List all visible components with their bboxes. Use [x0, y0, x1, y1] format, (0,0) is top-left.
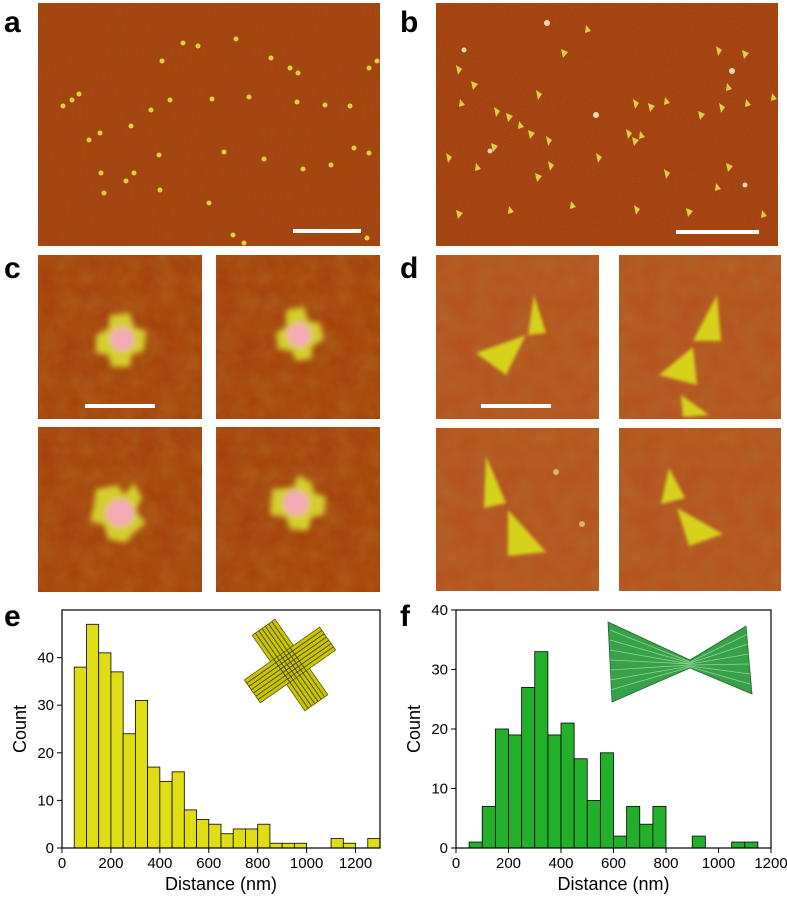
- histogram-f-xlabel: Distance (nm): [557, 874, 669, 894]
- afm-zoom-c-4: [216, 427, 380, 592]
- histogram-e-bar: [220, 833, 234, 849]
- histogram-f-bar: [573, 758, 588, 849]
- histogram-e-bar: [98, 652, 112, 849]
- histogram-e-bar: [183, 809, 197, 849]
- histogram-e-bar: [134, 700, 149, 849]
- afm-image-b-svg: [436, 3, 778, 246]
- histogram-e-bar: [257, 823, 271, 849]
- histogram-f-xtick-label: 400: [548, 855, 573, 872]
- bowtie-origami-icon: [607, 621, 753, 703]
- afm-image-a-svg: [38, 3, 380, 246]
- histogram-f-bar: [468, 841, 483, 849]
- histogram-e-ytick-label: 20: [37, 745, 54, 762]
- panel-label-e: e: [4, 600, 21, 633]
- histogram-e-bar: [208, 823, 222, 849]
- histogram-f-bar: [744, 841, 759, 849]
- histogram-e-ytick-label: 40: [37, 650, 54, 667]
- afm-zoom-c-2: [216, 255, 380, 419]
- histogram-f-bar: [599, 752, 614, 849]
- histogram-e-bar: [122, 733, 136, 849]
- afm-zoom-c-1: [38, 255, 202, 419]
- histogram-e-bar: [232, 828, 246, 849]
- histogram-f-ylabel: Count: [404, 705, 424, 753]
- panel-label-a: a: [4, 6, 21, 39]
- histogram-f-ytick-label: 30: [431, 662, 448, 679]
- histogram-e-frame: [61, 609, 381, 849]
- panel-label-c: c: [4, 252, 21, 285]
- scale-bar-c: [85, 404, 155, 408]
- afm-image-a: [38, 3, 380, 246]
- histogram-e-bar: [86, 623, 100, 849]
- afm-zoom-d-1: [436, 255, 599, 419]
- histogram-f-bar: [639, 823, 654, 849]
- panel-label-f: f: [400, 600, 410, 633]
- histogram-e-xtick-label: 800: [245, 855, 270, 872]
- histogram-f-bar: [508, 734, 523, 849]
- histogram-e-xtick-label: 1200: [339, 855, 372, 872]
- scale-bar-d: [481, 404, 551, 408]
- histogram-e-xtick-label: 0: [58, 855, 66, 872]
- histogram-e: 0 200 400 600 800 1000 1200 0 10 20 30 40 Distance (…: [10, 609, 381, 894]
- histogram-f-ytick-label: 40: [431, 602, 448, 619]
- scale-bar-a: [293, 229, 361, 233]
- histogram-f-bar: [586, 800, 601, 849]
- histogram-f-bar: [560, 722, 575, 849]
- histogram-f-ytick-label: 20: [431, 721, 448, 738]
- histogram-f-xtick-label: 600: [601, 855, 626, 872]
- histogram-f-bar: [494, 728, 509, 849]
- histogram-f-bar: [534, 651, 549, 849]
- histogram-e-xtick-label: 400: [147, 855, 172, 872]
- histogram-e-bar: [73, 666, 87, 849]
- histogram-e-xtick-label: 1000: [290, 855, 323, 872]
- afm-zoom-d-2: [619, 255, 781, 419]
- histogram-e-xlabel: Distance (nm): [165, 874, 277, 894]
- scale-bar-b: [676, 230, 759, 234]
- histogram-e-bar: [269, 842, 283, 849]
- histogram-f-xtick-label: 200: [496, 855, 521, 872]
- histogram-f-bar: [626, 805, 641, 849]
- histogram-e-ytick-label: 30: [37, 697, 54, 714]
- afm-zoom-c-3: [38, 427, 202, 592]
- afm-image-b: [436, 3, 778, 246]
- afm-zoom-d-3: [436, 428, 599, 591]
- histogram-e-bar: [147, 766, 161, 849]
- histogram-f-bar: [521, 686, 536, 849]
- histogram-e-bar: [171, 771, 185, 849]
- histogram-e-bar: [196, 819, 210, 849]
- histogram-f-xtick-label: 0: [452, 855, 460, 872]
- histogram-e-xtick-label: 200: [98, 855, 123, 872]
- histogram-e-bar: [245, 828, 259, 849]
- panel-label-d: d: [400, 252, 419, 285]
- histogram-f-xtick-label: 1000: [702, 855, 735, 872]
- histogram-f-bar: [613, 835, 628, 849]
- cross-origami-icon: [243, 618, 337, 712]
- histogram-f: 0 200 400 600 800 1000 1200 0 10 20 30 40 Distance (…: [404, 602, 787, 894]
- histogram-f-xtick-label: 800: [653, 855, 678, 872]
- histogram-f-bar: [731, 841, 746, 849]
- histogram-e-bar: [330, 838, 344, 849]
- histogram-e-bar: [110, 671, 124, 849]
- histogram-f-bar: [481, 805, 496, 849]
- histogram-f-xtick-label: 1200: [754, 855, 787, 872]
- histogram-e-bar: [293, 842, 308, 849]
- afm-zoom-d-4: [619, 428, 781, 591]
- histogram-e-ytick-label: 10: [37, 792, 54, 809]
- panel-label-b: b: [400, 6, 419, 39]
- histogram-e-bar: [367, 838, 381, 849]
- histogram-e-bar: [342, 842, 356, 849]
- histogram-f-bar: [652, 805, 667, 849]
- histogram-e-xtick-label: 600: [196, 855, 221, 872]
- histogram-e-bar: [159, 780, 173, 849]
- histogram-e-bar: [281, 842, 295, 849]
- histogram-f-ytick-label: 0: [440, 840, 448, 857]
- histogram-e-ylabel: Count: [10, 705, 30, 753]
- histogram-f-bar: [547, 734, 562, 849]
- histogram-f-bar: [691, 835, 706, 849]
- histogram-e-ytick-label: 0: [46, 840, 54, 857]
- histogram-f-ytick-label: 10: [431, 781, 448, 798]
